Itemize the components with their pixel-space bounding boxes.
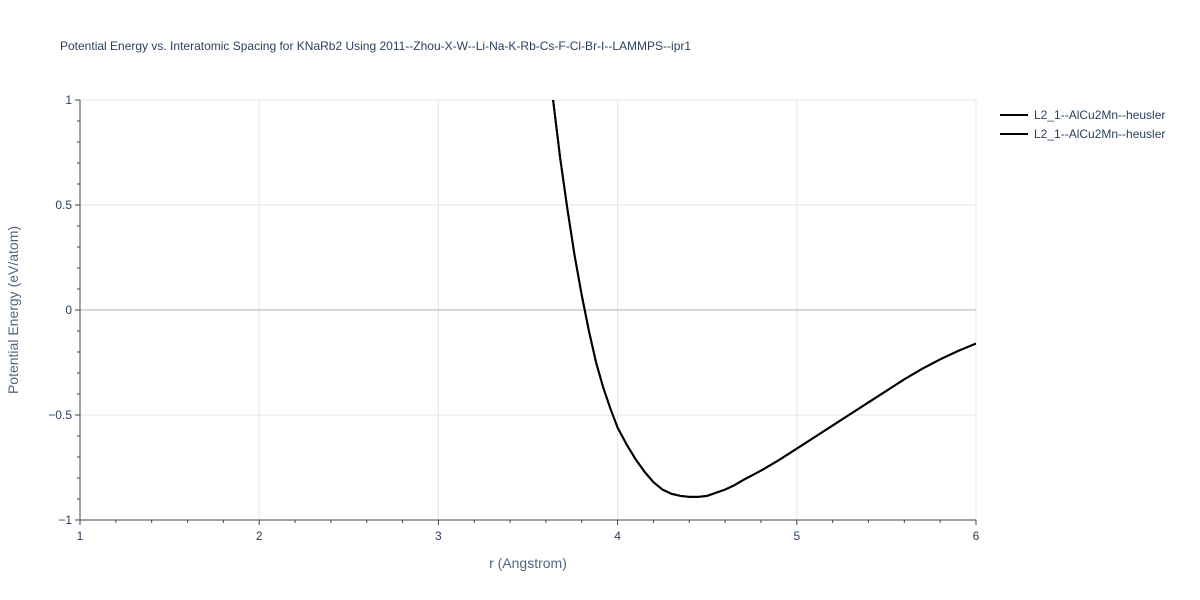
x-axis-title: r (Angstrom) xyxy=(489,555,567,571)
y-tick-label: 1 xyxy=(65,93,72,107)
y-tick-label: 0 xyxy=(65,303,72,317)
tick-labels: 1 2 3 4 5 6 −1 −0.5 0 0.5 1 xyxy=(48,93,979,543)
x-tick-label: 1 xyxy=(77,529,84,543)
chart-title: Potential Energy vs. Interatomic Spacing… xyxy=(60,39,691,53)
y-axis-title: Potential Energy (eV/atom) xyxy=(5,226,21,394)
x-tick-label: 6 xyxy=(973,529,980,543)
y-tick-label: 0.5 xyxy=(55,198,72,212)
series-line-2 xyxy=(552,100,976,498)
y-tick-label: −1 xyxy=(58,513,72,527)
legend-label-2: L2_1--AlCu2Mn--heusler xyxy=(1034,127,1165,141)
legend-label-1: L2_1--AlCu2Mn--heusler xyxy=(1034,108,1165,122)
legend: L2_1--AlCu2Mn--heusler L2_1--AlCu2Mn--heu… xyxy=(1000,108,1165,141)
axes xyxy=(75,99,977,525)
x-tick-label: 2 xyxy=(256,529,263,543)
y-tick-label: −0.5 xyxy=(48,408,72,422)
plot-area xyxy=(552,100,976,498)
x-tick-label: 4 xyxy=(614,529,621,543)
x-tick-label: 3 xyxy=(435,529,442,543)
x-tick-label: 5 xyxy=(793,529,800,543)
